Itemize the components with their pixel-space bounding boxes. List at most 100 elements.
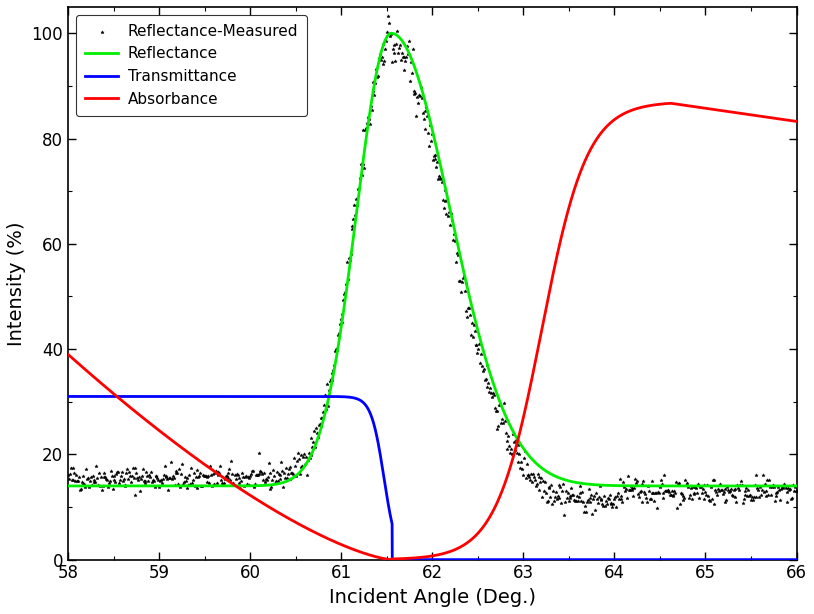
Reflectance-Measured (138, 478, 151, 488)
Absorbance (370, 553, 379, 560)
Reflectance-Measured (262, 457, 275, 467)
Transmittance (63, 393, 73, 400)
Reflectance-Measured (464, 311, 477, 321)
Reflectance-Measured (681, 482, 694, 492)
Reflectance-Measured (537, 486, 550, 495)
Reflectance-Measured (364, 101, 377, 111)
Reflectance-Measured (540, 497, 554, 507)
Reflectance-Measured (275, 457, 288, 467)
Absorbance (666, 99, 676, 107)
Reflectance-Measured (739, 486, 752, 496)
Reflectance-Measured (195, 481, 208, 491)
Reflectance-Measured (79, 482, 92, 492)
Reflectance-Measured (120, 465, 133, 475)
Reflectance-Measured (361, 112, 374, 122)
Reflectance-Measured (255, 467, 268, 476)
Reflectance-Measured (548, 496, 561, 506)
Reflectance-Measured (146, 478, 159, 488)
Reflectance-Measured (340, 257, 353, 266)
Reflectance-Measured (622, 485, 635, 495)
Reflectance-Measured (784, 484, 797, 494)
Reflectance-Measured (325, 375, 338, 385)
Transmittance (409, 556, 419, 563)
Reflectance-Measured (540, 488, 553, 498)
Reflectance-Measured (387, 49, 400, 58)
Reflectance-Measured (253, 469, 266, 479)
Reflectance-Measured (575, 487, 589, 497)
Reflectance-Measured (564, 494, 577, 503)
Reflectance-Measured (392, 42, 405, 52)
Reflectance-Measured (742, 485, 755, 495)
Reflectance-Measured (276, 466, 289, 476)
Reflectance-Measured (788, 482, 801, 492)
Reflectance-Measured (265, 475, 278, 484)
Reflectance-Measured (167, 473, 180, 483)
Reflectance-Measured (85, 472, 98, 482)
Reflectance-Measured (765, 483, 778, 492)
Reflectance-Measured (435, 174, 448, 184)
Reflectance-Measured (64, 464, 77, 473)
Reflectance-Measured (554, 483, 567, 492)
Reflectance-Measured (370, 64, 383, 74)
Reflectance-Measured (277, 483, 290, 492)
Reflectance-Measured (545, 480, 558, 490)
Reflectance-Measured (81, 475, 94, 484)
Reflectance-Measured (157, 470, 170, 480)
Reflectance-Measured (374, 55, 387, 65)
Reflectance-Measured (176, 459, 189, 469)
Reflectance-Measured (127, 473, 140, 483)
Reflectance-Measured (323, 376, 336, 386)
Reflectance-Measured (397, 52, 410, 62)
Reflectance-Measured (635, 480, 648, 489)
Reflectance-Measured (207, 469, 220, 479)
Reflectance-Measured (247, 466, 260, 476)
Reflectance-Measured (345, 224, 358, 234)
Reflectance-Measured (650, 503, 663, 513)
Reflectance-Measured (363, 120, 376, 130)
Reflectance-Measured (80, 464, 93, 474)
Reflectance-Measured (787, 486, 800, 496)
Reflectance-Measured (606, 499, 619, 509)
Reflectance-Measured (422, 128, 435, 138)
Reflectance-Measured (538, 476, 551, 486)
Reflectance-Measured (183, 470, 196, 480)
Reflectance-Measured (473, 339, 486, 349)
Reflectance-Measured (133, 473, 146, 483)
Reflectance-Measured (186, 478, 199, 488)
Reflectance-Measured (549, 492, 562, 502)
Reflectance-Measured (162, 485, 175, 495)
Reflectance-Measured (730, 497, 743, 507)
Reflectance-Measured (536, 476, 549, 486)
Transmittance (792, 556, 802, 563)
Reflectance-Measured (65, 475, 78, 484)
Y-axis label: Intensity (%): Intensity (%) (7, 221, 26, 346)
Reflectance-Measured (309, 423, 322, 433)
Reflectance-Measured (777, 483, 790, 492)
Reflectance-Measured (462, 303, 475, 313)
Reflectance-Measured (352, 184, 365, 194)
Reflectance-Measured (63, 474, 76, 484)
Reflectance-Measured (81, 473, 94, 483)
Reflectance-Measured (610, 502, 623, 512)
Reflectance-Measured (625, 483, 638, 493)
Reflectance-Measured (351, 200, 364, 209)
Reflectance-Measured (718, 484, 731, 494)
Reflectance-Measured (432, 171, 445, 181)
Reflectance-Measured (712, 486, 725, 496)
Reflectance-Measured (149, 472, 162, 481)
Reflectance-Measured (655, 479, 668, 489)
Reflectance-Measured (239, 472, 252, 482)
Reflectance-Measured (709, 485, 722, 495)
Reflectance-Measured (729, 484, 742, 494)
Reflectance-Measured (307, 437, 320, 446)
Reflectance-Measured (269, 476, 282, 486)
Reflectance-Measured (154, 476, 167, 486)
Reflectance-Measured (674, 489, 687, 499)
Reflectance-Measured (665, 486, 678, 496)
Reflectance-Measured (321, 379, 334, 389)
Reflectance-Measured (431, 174, 444, 184)
Reflectance-Measured (166, 471, 179, 481)
Reflectance-Measured (102, 483, 115, 492)
Reflectance-Measured (227, 480, 240, 490)
Reflectance-Measured (724, 486, 737, 496)
